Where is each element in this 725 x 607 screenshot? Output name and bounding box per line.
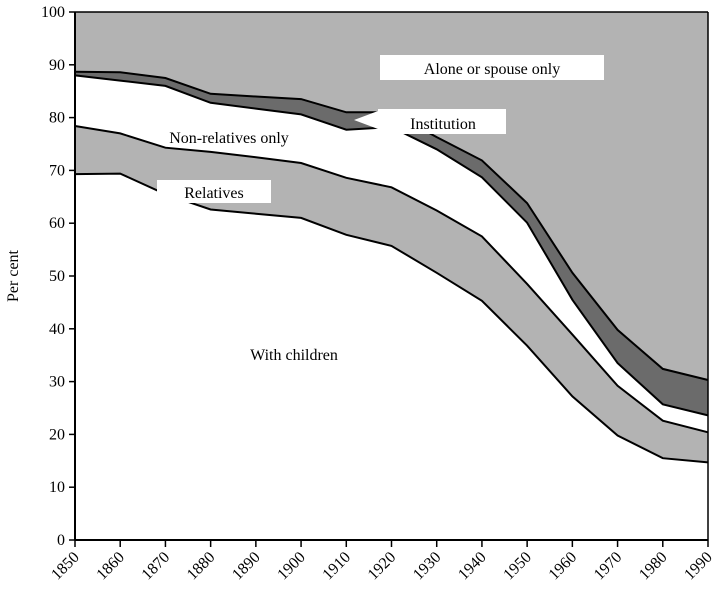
- x-tick-label: 1850: [48, 549, 83, 584]
- x-tick-label: 1870: [139, 549, 174, 584]
- x-tick-label: 1880: [184, 549, 219, 584]
- y-tick-label: 70: [49, 162, 65, 179]
- y-tick-label: 40: [49, 321, 65, 338]
- label-box-alone: [380, 55, 604, 80]
- label-box-institution: [378, 109, 506, 134]
- x-tick-label: 1980: [636, 549, 671, 584]
- label-pointer-institution: [354, 111, 378, 129]
- x-tick-label: 1910: [319, 549, 354, 584]
- x-tick-label: 1990: [681, 549, 716, 584]
- x-tick-label: 1920: [365, 549, 400, 584]
- x-ticks: 1850 1860 1870 1880 1890 1900 1910 1920 1930 1940…: [48, 540, 716, 583]
- x-tick-label: 1900: [274, 549, 309, 584]
- label-alone-or-spouse-only: Alone or spouse only: [424, 61, 560, 78]
- y-tick-label: 100: [41, 4, 65, 21]
- y-tick-label: 50: [49, 268, 65, 285]
- y-axis-title: Per cent: [5, 249, 22, 302]
- area-labels: Alone or spouse only Institution Non-rel…: [157, 55, 604, 364]
- x-tick-label: 1860: [93, 549, 128, 584]
- x-tick-label: 1970: [591, 549, 626, 584]
- area-layers: [75, 12, 708, 540]
- area-alone-or-spouse-only: [75, 12, 708, 380]
- y-tick-label: 90: [49, 57, 65, 74]
- y-tick-label: 80: [49, 110, 65, 127]
- label-box-relatives: [157, 180, 271, 203]
- boundary-line-relatives: [74, 125, 709, 434]
- label-institution: Institution: [410, 116, 476, 133]
- x-tick-label: 1940: [455, 549, 490, 584]
- label-relatives: Relatives: [184, 185, 244, 202]
- area-non-relatives-only: [75, 75, 708, 433]
- x-tick-label: 1960: [546, 549, 581, 584]
- y-tick-label: 20: [49, 426, 65, 443]
- y-ticks: 0 10 20 30 40 50 60 70 80 90 100: [41, 4, 75, 549]
- area-institution: [75, 71, 708, 416]
- area-relatives: [75, 126, 708, 463]
- y-tick-label: 10: [49, 479, 65, 496]
- y-tick-label: 30: [49, 374, 65, 391]
- label-with-children: With children: [250, 347, 338, 364]
- y-tick-label: 60: [49, 215, 65, 232]
- x-tick-label: 1950: [500, 549, 535, 584]
- x-tick-label: 1890: [229, 549, 264, 584]
- area-with-children: [75, 173, 708, 540]
- x-tick-label: 1930: [410, 549, 445, 584]
- label-non-relatives-only: Non-relatives only: [169, 130, 289, 147]
- y-tick-label: 0: [57, 532, 65, 549]
